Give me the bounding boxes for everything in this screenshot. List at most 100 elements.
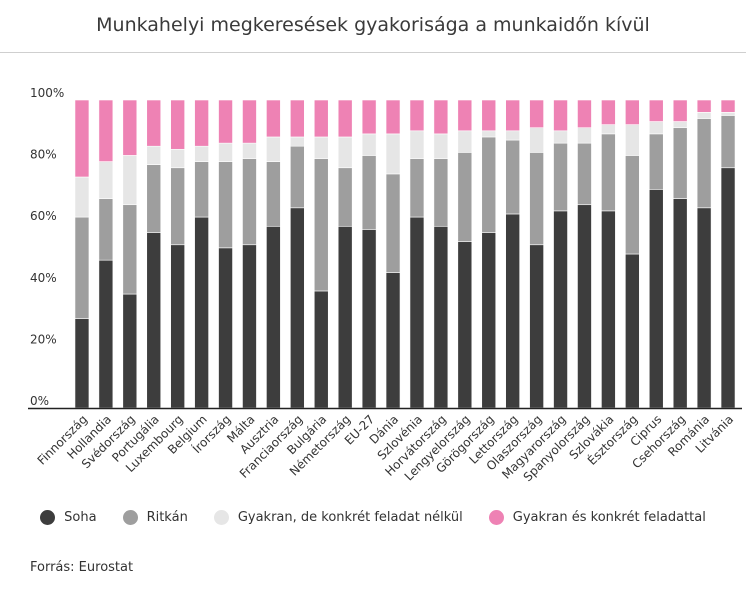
bar-segment-1 (409, 216, 425, 409)
bar-segment-3 (409, 130, 425, 159)
bar-segment-4 (337, 99, 353, 138)
y-tick-label: 100% (30, 86, 64, 100)
bar-segment-3 (266, 136, 281, 162)
bar-segment-3 (529, 127, 544, 153)
bar-segment-4 (505, 99, 520, 132)
bar-segment-2 (529, 152, 544, 246)
bar-segment-4 (146, 99, 162, 147)
bar-segment-1 (218, 247, 233, 409)
legend-swatch (488, 510, 504, 525)
bar-segment-3 (194, 145, 209, 162)
bar-segment-4 (361, 99, 377, 135)
bar-segment-1 (194, 216, 209, 409)
bar-segment-3 (361, 133, 377, 156)
bar-segment-2 (170, 167, 185, 246)
bar-segment-1 (266, 225, 281, 409)
bar-segment-1 (672, 198, 688, 409)
bar-segment-2 (672, 127, 688, 199)
bar-segment-1 (146, 232, 162, 409)
bar-segment-3 (481, 130, 497, 138)
legend-item: Soha (40, 510, 97, 525)
bar-segment-3 (290, 136, 305, 147)
bar-segment-2 (625, 155, 640, 255)
bar-segment-2 (577, 142, 592, 206)
bar-segment-3 (553, 130, 568, 144)
bar-segment-3 (385, 133, 401, 175)
bar-segment-1 (505, 213, 520, 409)
bar-segment-2 (361, 155, 377, 230)
bar-segment-4 (433, 99, 449, 135)
legend: Soha Ritkán Gyakran, de konkrét feladat né… (0, 510, 746, 525)
stacked-bar-chart: 0% 20% 40% 60% 80% 100% FinnországHollandiaSv… (28, 86, 742, 485)
title-divider (0, 52, 746, 53)
bar-segment-4 (553, 99, 568, 132)
bar-segment-1 (648, 189, 664, 409)
bar-segment-2 (457, 152, 473, 242)
bar-segment-2 (242, 158, 257, 246)
bar-segment-2 (696, 118, 712, 209)
bar-segment-1 (696, 207, 712, 409)
bar-segment-4 (122, 99, 138, 156)
bar-segment-4 (194, 99, 209, 147)
y-tick-label: 40% (30, 271, 57, 285)
bar-segment-2 (290, 145, 305, 209)
bar-segment-1 (74, 318, 90, 409)
bar-segment-3 (337, 136, 353, 169)
bar-segment-2 (409, 158, 425, 218)
bar-segment-4 (266, 99, 281, 138)
bar-segment-3 (313, 136, 329, 159)
x-axis: FinnországHollandiaSvédországPortugáliaL… (35, 412, 736, 485)
bar-segment-4 (385, 99, 401, 135)
bar-segment-1 (361, 229, 377, 409)
bar-segment-4 (409, 99, 425, 132)
bar-segment-4 (242, 99, 257, 144)
bar-segment-1 (625, 253, 640, 409)
legend-item: Gyakran és konkrét feladattal (488, 510, 706, 525)
bar-segment-3 (170, 148, 185, 169)
bar-segment-4 (457, 99, 473, 132)
bar-segment-4 (601, 99, 616, 125)
bar-segment-1 (337, 225, 353, 409)
bar-segment-3 (601, 124, 616, 135)
bar-segment-3 (146, 145, 162, 165)
bar-segment-4 (290, 99, 305, 138)
bar-segment-2 (98, 198, 114, 261)
bar-segment-1 (242, 244, 257, 409)
bar-segment-2 (266, 161, 281, 227)
bar-segment-4 (313, 99, 329, 138)
bar-segment-2 (385, 173, 401, 273)
legend-label: Gyakran, de konkrét feladat nélkül (237, 510, 463, 525)
legend-label: Soha (64, 510, 97, 525)
bar-segment-2 (122, 204, 138, 295)
bar-segment-3 (648, 121, 664, 135)
bar-segment-3 (720, 112, 736, 116)
bar-segment-4 (529, 99, 544, 129)
bar-segment-4 (672, 99, 688, 122)
chart-title: Munkahelyi megkeresések gyakorisága a mu… (96, 14, 650, 36)
bar-segment-1 (529, 244, 544, 409)
bar-segment-1 (385, 272, 401, 409)
bar-segment-1 (577, 204, 592, 409)
legend-swatch (122, 510, 138, 525)
bar-segment-2 (720, 115, 736, 169)
bar-segment-1 (122, 293, 138, 409)
bar-segment-2 (553, 142, 568, 212)
y-axis: 0% 20% 40% 60% 80% 100% (30, 86, 64, 408)
bar-segment-4 (98, 99, 114, 162)
bar-segment-1 (433, 225, 449, 409)
y-tick-label: 80% (30, 148, 57, 162)
bar-segment-4 (696, 99, 712, 113)
legend-swatch (213, 510, 229, 525)
bar-segment-3 (74, 176, 90, 218)
bar-segment-2 (505, 139, 520, 215)
bar-segment-4 (218, 99, 233, 144)
bar-segment-2 (218, 161, 233, 249)
bar-segment-1 (720, 167, 736, 409)
bar-segment-2 (433, 158, 449, 227)
bar-segment-2 (601, 133, 616, 212)
bar-segment-3 (625, 124, 640, 156)
bar-segment-2 (648, 133, 664, 190)
bar-segment-4 (481, 99, 497, 132)
bar-segment-2 (313, 158, 329, 292)
bar-segment-3 (433, 133, 449, 159)
